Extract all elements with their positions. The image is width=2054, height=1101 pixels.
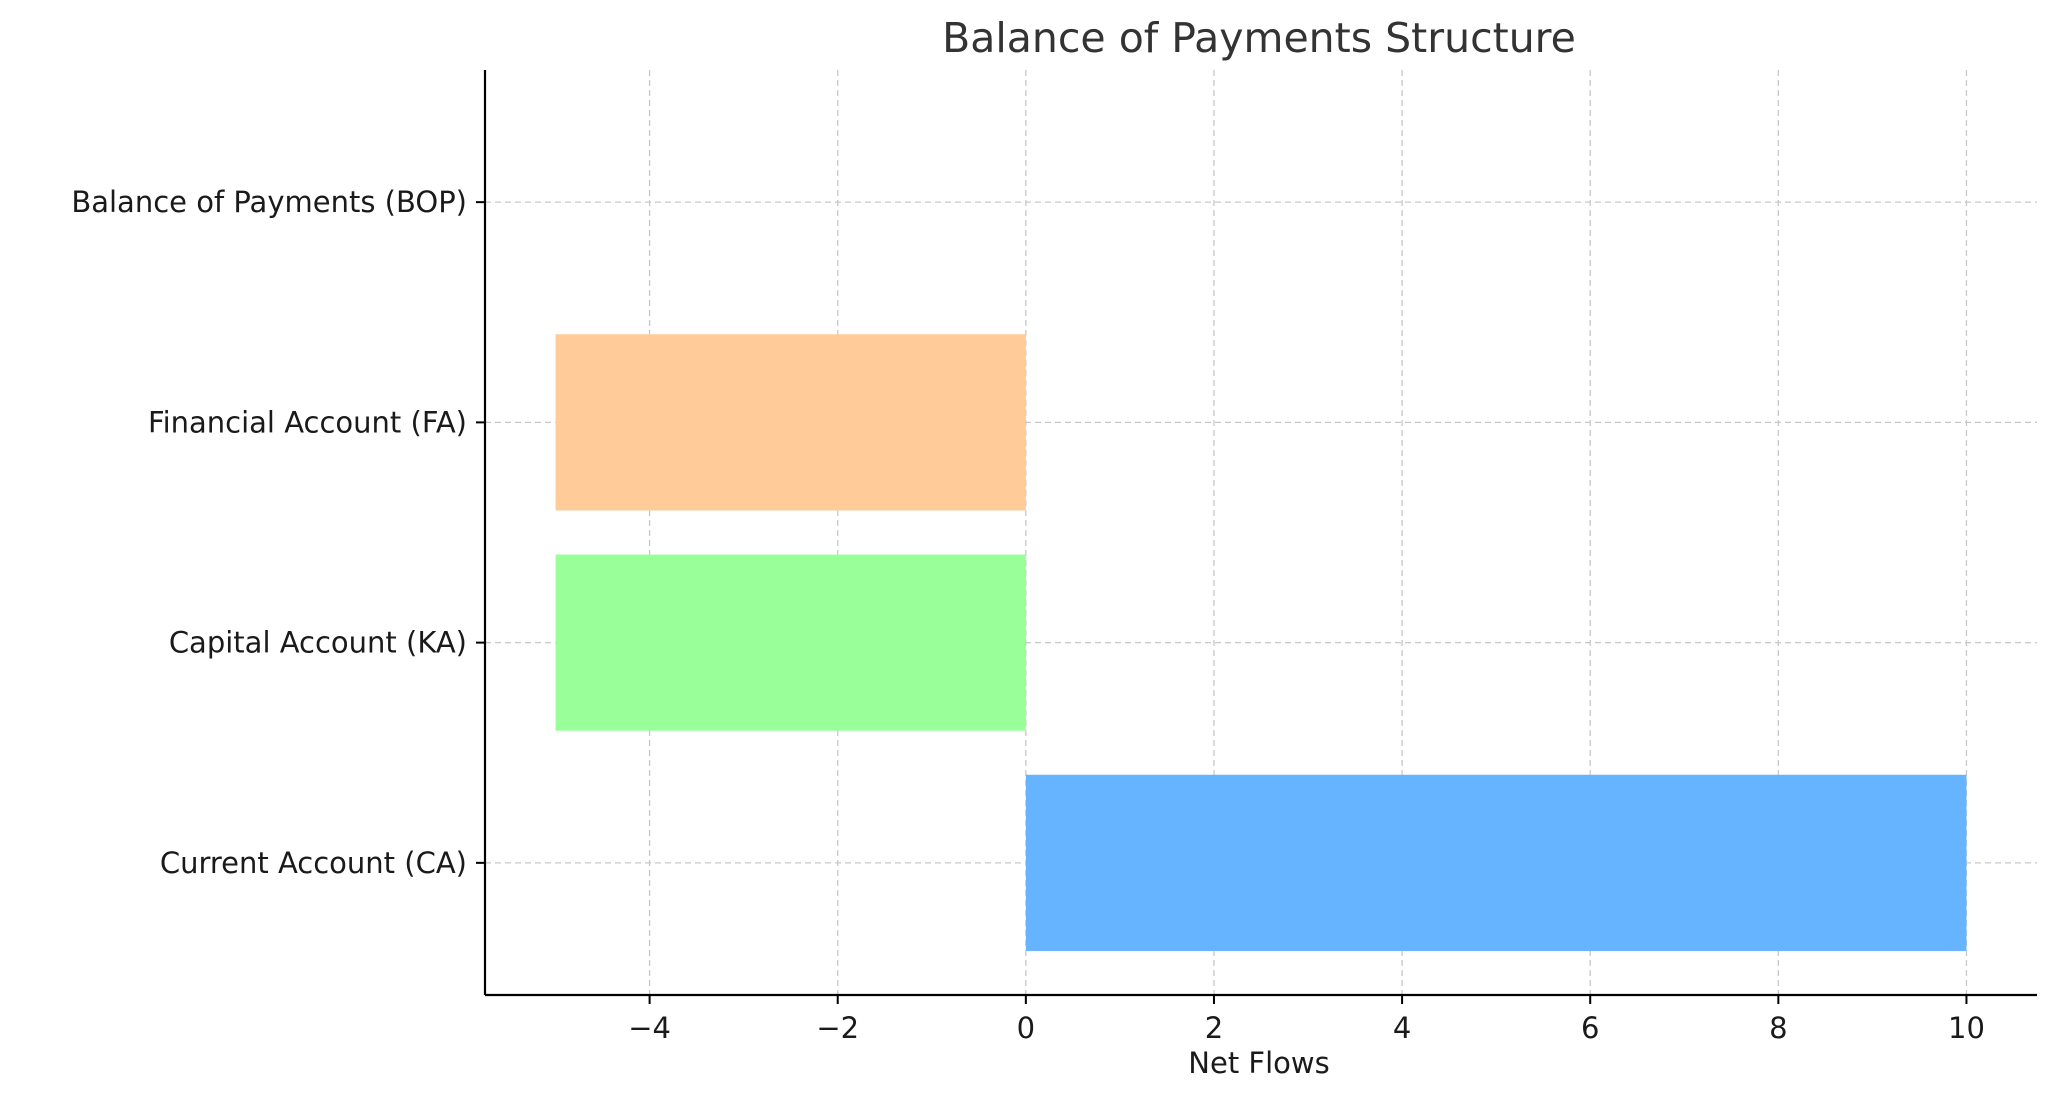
x-tick-label: 10 [1948,1011,1985,1045]
y-tick-label: Balance of Payments (BOP) [71,185,467,219]
x-tick-label: 2 [1205,1011,1223,1045]
x-tick-label: −4 [628,1011,671,1045]
y-tick-label: Current Account (CA) [160,846,467,880]
x-tick-label: 6 [1581,1011,1599,1045]
x-tick-label: 4 [1393,1011,1411,1045]
chart-title: Balance of Payments Structure [942,14,1576,62]
bar-2 [555,554,1026,731]
y-tick-label: Financial Account (FA) [148,405,467,439]
x-axis-label: Net Flows [1188,1046,1329,1080]
bar-3 [555,334,1026,511]
x-tick-label: 8 [1769,1011,1787,1045]
bars [555,334,1967,951]
y-tick-label: Capital Account (KA) [169,626,467,660]
bar-1 [1025,774,1967,951]
x-tick-label: 0 [1017,1011,1035,1045]
y-axis-ticks: Current Account (CA) Capital Account (KA)… [71,185,485,880]
x-tick-label: −2 [816,1011,859,1045]
x-axis-ticks: −4 −2 0 2 4 6 8 10 [628,995,1985,1045]
